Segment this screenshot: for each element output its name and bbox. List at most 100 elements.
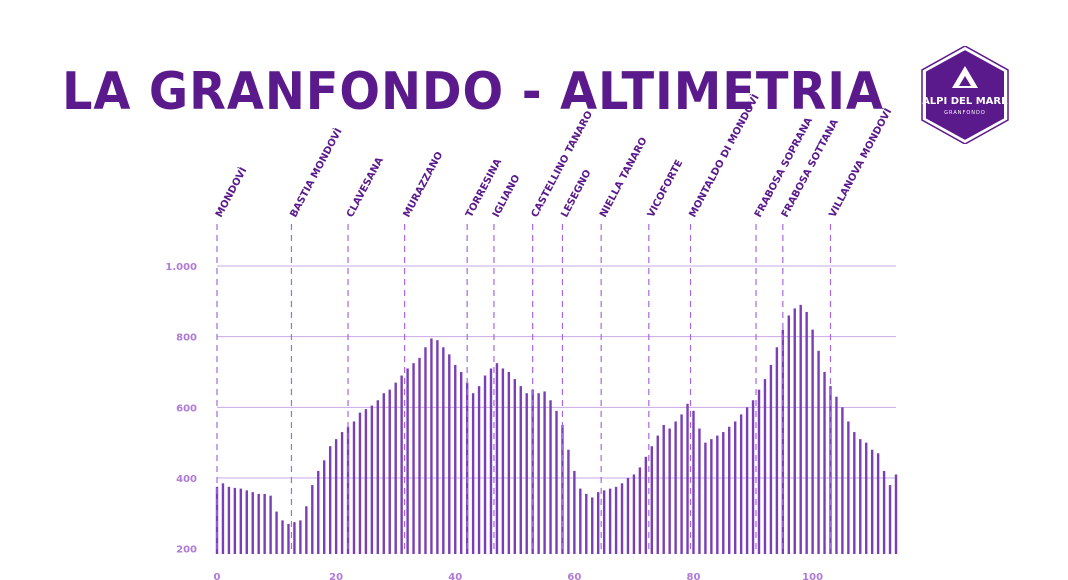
- elevation-bar: [317, 470, 320, 554]
- elevation-bar: [751, 400, 755, 554]
- elevation-bar: [841, 407, 844, 554]
- elevation-bar: [454, 364, 457, 554]
- elevation-bar: [382, 393, 385, 554]
- elevation-bar: [352, 421, 356, 554]
- elevation-bar: [608, 488, 612, 554]
- elevation-bar: [579, 488, 582, 554]
- elevation-bar: [656, 435, 659, 554]
- elevation-bar: [245, 490, 248, 554]
- elevation-bar: [692, 410, 695, 554]
- elevation-bar: [596, 492, 600, 554]
- x-tick-label: 100: [802, 572, 823, 580]
- elevation-bar: [716, 435, 719, 554]
- elevation-bar: [704, 442, 707, 554]
- y-tick-label: 800: [176, 333, 197, 344]
- elevation-bar: [323, 460, 326, 554]
- y-tick-label: 200: [176, 545, 197, 556]
- elevation-bar: [221, 483, 225, 554]
- elevation-bar: [847, 421, 850, 554]
- elevation-bar: [299, 520, 302, 554]
- elevation-bar: [835, 396, 838, 554]
- elevation-bar: [275, 511, 278, 554]
- elevation-bar: [876, 453, 880, 554]
- elevation-bar: [775, 347, 779, 554]
- elevation-bar: [477, 386, 481, 554]
- elevation-bar: [483, 375, 487, 554]
- elevation-bar: [865, 442, 868, 554]
- elevation-bar: [614, 486, 618, 554]
- logo-subtitle: GRANFONDO: [944, 110, 986, 116]
- elevation-bar: [400, 375, 403, 554]
- elevation-bar: [287, 523, 290, 554]
- elevation-bar: [686, 403, 689, 554]
- elevation-bar: [805, 311, 808, 554]
- y-tick-label: 400: [176, 474, 197, 485]
- x-tick-label: 80: [687, 572, 701, 580]
- elevation-bar: [710, 439, 713, 554]
- y-tick-label: 1.000: [165, 262, 197, 273]
- elevation-bar: [644, 456, 648, 554]
- elevation-bar: [281, 520, 284, 554]
- place-label: IGLIANO: [491, 173, 523, 219]
- places-layer: MONDOVÌ BASTIA MONDOVÌ CLAVESANA MURAZZANO T…: [212, 92, 894, 220]
- logo-name: ALPI DEL MARE: [922, 96, 1008, 107]
- ticks-layer: 200 400 600 800 1.000 0 20 40 60 80 100: [165, 262, 823, 580]
- elevation-bar: [370, 405, 374, 554]
- elevation-bar: [251, 492, 254, 554]
- elevation-bar: [763, 379, 767, 554]
- elevation-bar: [388, 389, 391, 554]
- elevation-bar: [448, 354, 451, 554]
- elevation-bar: [537, 393, 540, 554]
- elevation-bar: [460, 372, 463, 554]
- elevation-bar: [406, 368, 409, 554]
- x-tick-label: 0: [214, 572, 221, 580]
- place-label: CLAVESANA: [345, 155, 386, 219]
- elevation-bar: [632, 474, 636, 554]
- elevation-bar: [799, 304, 802, 554]
- place-label: MONDOVÌ: [212, 165, 249, 220]
- elevation-bar: [525, 393, 528, 554]
- elevation-bar: [489, 368, 493, 554]
- elevation-bar: [894, 474, 898, 554]
- elevation-bar: [269, 495, 272, 554]
- y-tick-label: 600: [176, 403, 197, 414]
- elevation-bar: [418, 357, 421, 554]
- x-tick-label: 40: [448, 572, 462, 580]
- elevation-bar: [263, 493, 266, 554]
- place-label: NIELLA TANARO: [598, 136, 649, 220]
- elevation-bar: [293, 522, 296, 554]
- elevation-bar: [424, 347, 427, 554]
- elevation-bar: [311, 485, 314, 554]
- elevation-bar: [555, 410, 558, 554]
- elevation-bar: [340, 432, 344, 554]
- elevation-bar: [442, 347, 445, 554]
- x-tick-label: 20: [329, 572, 343, 580]
- place-label: BASTIA MONDOVÌ: [287, 126, 345, 220]
- elevation-bar: [787, 315, 790, 554]
- elevation-bar: [674, 421, 677, 554]
- mountain-triangle-icon: [952, 66, 978, 88]
- elevation-bar: [745, 407, 749, 554]
- elevation-bar: [680, 414, 683, 554]
- place-label: MONTALDO DI MONDOVÌ: [686, 92, 762, 220]
- elevation-bar: [585, 493, 588, 554]
- elevation-bar: [436, 340, 439, 554]
- elevation-bar: [328, 446, 332, 554]
- elevation-bar: [811, 329, 814, 554]
- bars-layer: [215, 304, 898, 554]
- elevation-bar: [573, 470, 576, 554]
- elevation-bar: [519, 386, 522, 554]
- elevation-bar: [513, 379, 517, 554]
- elevation-bar: [733, 421, 737, 554]
- elevation-bar: [662, 425, 665, 554]
- elevation-bar: [626, 478, 630, 554]
- elevation-bar: [215, 486, 219, 554]
- elevation-bar: [591, 497, 594, 554]
- elevation-bar: [543, 391, 546, 554]
- place-label: VICOFORTE: [646, 158, 686, 219]
- place-label: LESEGNO: [559, 168, 593, 219]
- elevation-bar: [620, 483, 624, 554]
- elevation-bar: [859, 439, 862, 554]
- elevation-bar: [757, 389, 761, 554]
- elevation-bar: [739, 414, 743, 554]
